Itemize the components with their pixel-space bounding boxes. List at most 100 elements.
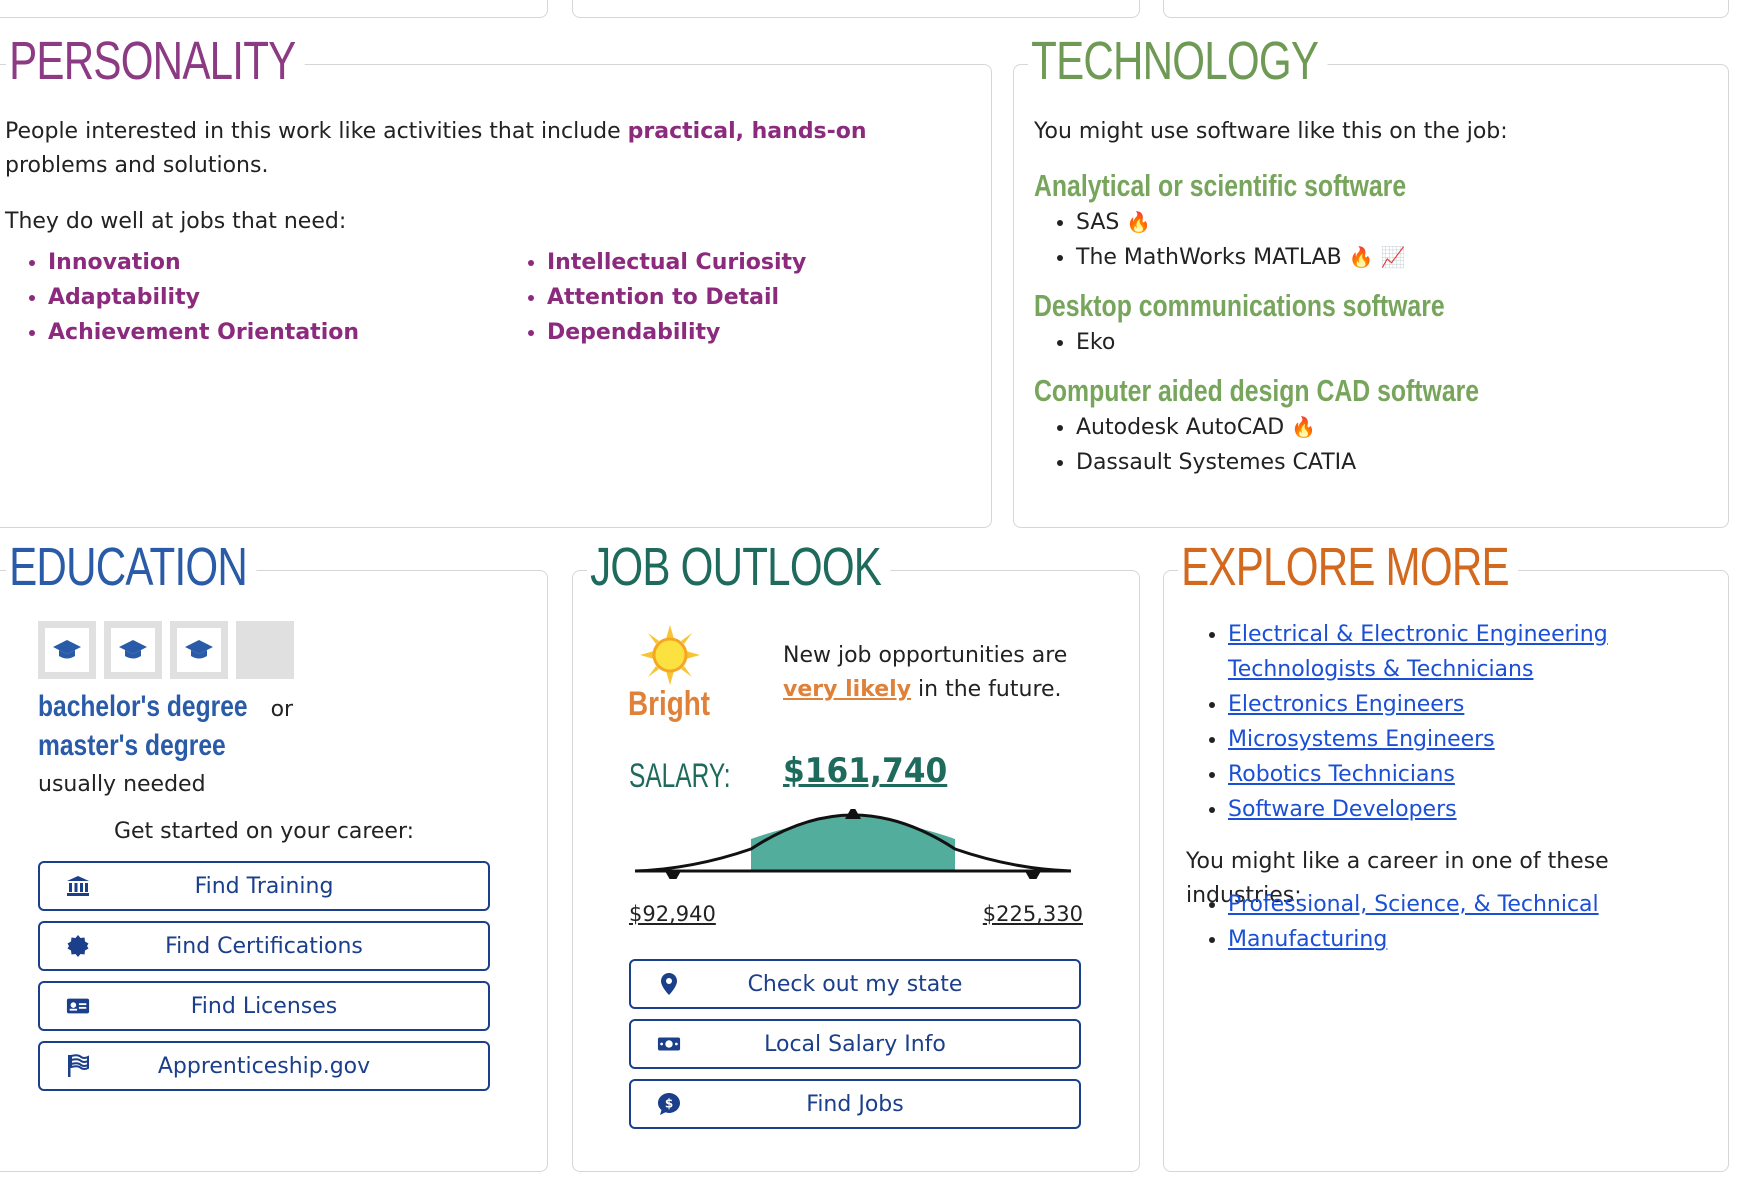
software-list: SAS 🔥 The MathWorks MATLAB 🔥 📈 <box>1034 205 1714 275</box>
sun-icon <box>638 623 702 687</box>
related-careers-list: Electrical & Electronic Engineering Tech… <box>1186 617 1706 827</box>
needs-label: They do well at jobs that need: <box>5 209 347 234</box>
high-salary-link[interactable]: $225,330 <box>982 902 1083 926</box>
software-item: The MathWorks MATLAB 🔥 📈 <box>1076 240 1714 275</box>
trait-item: Innovation <box>48 245 359 280</box>
median-marker <box>845 809 861 819</box>
career-item: Robotics Technicians <box>1228 757 1706 792</box>
software-item: Autodesk AutoCAD 🔥 <box>1076 410 1714 445</box>
degree-level-filled <box>104 621 162 679</box>
id-card-icon <box>66 994 90 1018</box>
local-salary-button[interactable]: Local Salary Info <box>629 1019 1081 1069</box>
trait-item: Dependability <box>547 315 806 350</box>
education-panel: EDUCATION bachelor's degree or master's … <box>0 535 548 1172</box>
career-item: Microsystems Engineers <box>1228 722 1706 757</box>
find-jobs-label: Find Jobs <box>806 1091 904 1117</box>
software-category: Desktop communications software <box>1034 288 1445 323</box>
find-licenses-button[interactable]: Find Licenses <box>38 981 490 1031</box>
degree-info: bachelor's degree or master's degree usu… <box>38 689 293 803</box>
find-training-label: Find Training <box>194 873 334 899</box>
technology-title: TECHNOLOGY <box>1028 29 1328 93</box>
low-salary-link[interactable]: $92,940 <box>629 902 716 926</box>
trait-item: Achievement Orientation <box>48 315 359 350</box>
industry-link[interactable]: Professional, Science, & Technical <box>1228 892 1599 917</box>
graduation-cap-icon <box>53 640 81 659</box>
industries-label: You might like a career in one of these … <box>1186 849 1609 908</box>
salary-distribution-chart <box>634 809 1072 879</box>
software-item: SAS 🔥 <box>1076 205 1714 240</box>
svg-text:$: $ <box>665 1097 673 1111</box>
software-category: Computer aided design CAD software <box>1034 373 1480 408</box>
top-panel-right-stub <box>1163 0 1729 18</box>
career-link[interactable]: Microsystems Engineers <box>1228 727 1495 752</box>
outlook-text-post: in the future. <box>911 677 1062 702</box>
traits-list-right: Intellectual Curiosity Attention to Deta… <box>505 245 806 350</box>
degree-bachelors: bachelor's degree <box>38 690 248 723</box>
find-licenses-label: Find Licenses <box>190 993 338 1019</box>
degree-level-empty <box>236 621 294 679</box>
technology-intro: You might use software like this on the … <box>1034 119 1508 144</box>
degree-or: or <box>270 697 294 722</box>
degree-level-filled <box>38 621 96 679</box>
software-category: Analytical or scientific software <box>1034 168 1407 203</box>
intro-text-post: problems and solutions. <box>5 153 269 178</box>
education-title: EDUCATION <box>6 535 257 599</box>
job-outlook-panel: JOB OUTLOOK Bright New job opportunities… <box>572 535 1140 1172</box>
software-item: Dassault Systemes CATIA <box>1076 445 1714 480</box>
personality-panel: PERSONALITY People interested in this wo… <box>0 29 992 528</box>
personality-intro: People interested in this work like acti… <box>5 115 965 183</box>
trait-item: Adaptability <box>48 280 359 315</box>
top-panel-middle-stub <box>572 0 1140 18</box>
median-salary-link[interactable]: $161,740 <box>783 751 948 791</box>
software-list: Autodesk AutoCAD 🔥 Dassault Systemes CAT… <box>1034 410 1714 480</box>
degree-level-filled <box>170 621 228 679</box>
graduation-cap-icon <box>119 640 147 659</box>
money-icon <box>657 1032 681 1056</box>
technology-panel: TECHNOLOGY You might use software like t… <box>1013 29 1729 528</box>
find-jobs-button[interactable]: $ Find Jobs <box>629 1079 1081 1129</box>
industry-item: Professional, Science, & Technical <box>1228 887 1706 922</box>
fire-icon: 🔥 <box>1291 415 1317 439</box>
career-link[interactable]: Robotics Technicians <box>1228 762 1455 787</box>
outlook-rating: Bright <box>628 685 711 723</box>
career-link[interactable]: Electronics Engineers <box>1228 692 1465 717</box>
explore-more-title: EXPLORE MORE <box>1178 535 1519 599</box>
career-link[interactable]: Software Developers <box>1228 797 1457 822</box>
salary-label: SALARY: <box>629 757 731 795</box>
degree-masters: master's degree <box>38 729 226 762</box>
get-started-label: Get started on your career: <box>113 819 415 844</box>
bank-icon <box>66 874 90 898</box>
industry-link[interactable]: Manufacturing <box>1228 927 1388 952</box>
fire-icon: 🔥 <box>1126 210 1152 234</box>
outlook-text: New job opportunities are very likely in… <box>783 639 1123 707</box>
job-outlook-title: JOB OUTLOOK <box>587 535 891 599</box>
apprenticeship-button[interactable]: Apprenticeship.gov <box>38 1041 490 1091</box>
find-certifications-label: Find Certifications <box>165 933 363 959</box>
certificate-badge-icon <box>66 934 90 958</box>
trending-icon: 📈 <box>1380 245 1406 269</box>
top-panel-left-stub <box>0 0 548 18</box>
career-item: Electrical & Electronic Engineering Tech… <box>1228 617 1706 687</box>
find-certifications-button[interactable]: Find Certifications <box>38 921 490 971</box>
check-state-label: Check out my state <box>747 971 963 997</box>
degree-needed: usually needed <box>38 772 206 797</box>
high-marker <box>1025 871 1041 879</box>
salary-curve-fill <box>751 815 955 871</box>
apprenticeship-label: Apprenticeship.gov <box>157 1053 371 1079</box>
software-item: Eko <box>1076 325 1714 360</box>
dollar-chat-icon: $ <box>657 1092 681 1116</box>
career-link[interactable]: Electrical & Electronic Engineering Tech… <box>1228 622 1608 682</box>
career-item: Electronics Engineers <box>1228 687 1706 722</box>
location-pin-icon <box>657 972 681 996</box>
find-training-button[interactable]: Find Training <box>38 861 490 911</box>
local-salary-label: Local Salary Info <box>764 1031 946 1057</box>
very-likely-link[interactable]: very likely <box>783 677 912 702</box>
intro-text-pre: People interested in this work like acti… <box>5 119 628 144</box>
graduation-cap-icon <box>185 640 213 659</box>
check-state-button[interactable]: Check out my state <box>629 959 1081 1009</box>
traits-list-left: Innovation Adaptability Achievement Orie… <box>6 245 359 350</box>
industry-item: Manufacturing <box>1228 922 1706 957</box>
outlook-text-pre: New job opportunities are <box>783 643 1068 668</box>
industries-list: Professional, Science, & Technical Manuf… <box>1186 887 1706 957</box>
low-marker <box>665 871 681 879</box>
